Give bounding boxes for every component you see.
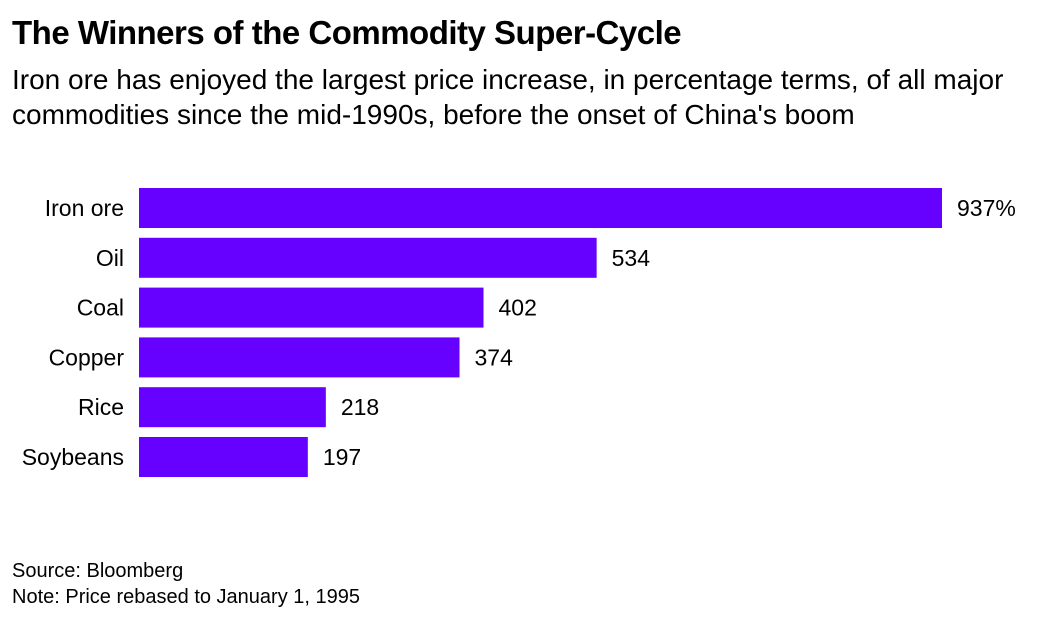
bar-chart: Iron ore 937% Oil 534 Coal 402 Copper 374 Rice 21…	[22, 188, 1016, 477]
bar-soybeans	[139, 437, 308, 477]
value-label-soybeans: 197	[323, 444, 361, 470]
category-label-rice: Rice	[78, 394, 124, 420]
bar-oil	[139, 237, 597, 278]
source-note: Source: Bloomberg	[12, 560, 184, 582]
category-label-oil: Oil	[96, 245, 124, 271]
category-label-copper: Copper	[49, 344, 125, 370]
bar-rice	[139, 387, 326, 428]
category-label-coal: Coal	[77, 295, 124, 321]
bar-copper	[139, 337, 460, 378]
value-label-copper: 374	[475, 344, 514, 370]
chart-footer: Source: Bloomberg Note: Price rebased to…	[12, 558, 360, 610]
value-label-rice: 218	[341, 394, 379, 420]
category-label-soybeans: Soybeans	[22, 444, 124, 470]
value-label-coal: 402	[499, 295, 537, 321]
bar-iron-ore	[139, 188, 942, 228]
value-label-iron-ore: 937%	[957, 195, 1016, 221]
bar-coal	[139, 287, 484, 328]
rebase-note: Note: Price rebased to January 1, 1995	[12, 586, 360, 608]
value-label-oil: 534	[612, 245, 651, 271]
category-label-iron-ore: Iron ore	[45, 195, 124, 221]
chart-subtitle: Iron ore has enjoyed the largest price i…	[12, 64, 1004, 130]
chart-title: The Winners of the Commodity Super-Cycle	[12, 14, 682, 51]
